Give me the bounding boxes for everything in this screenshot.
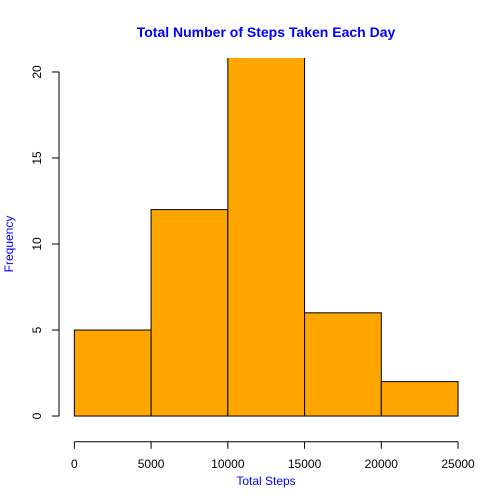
y-tick-label: 20 xyxy=(30,65,44,79)
bars xyxy=(73,58,459,417)
histogram-bar xyxy=(227,58,306,417)
histogram-bar xyxy=(380,381,459,417)
histogram-bar xyxy=(304,312,382,417)
histogram-bar xyxy=(150,209,229,417)
histogram-bar xyxy=(73,329,152,417)
x-tick-label: 0 xyxy=(71,457,78,471)
x-tick-label: 15000 xyxy=(288,457,322,471)
x-tick-label: 10000 xyxy=(211,457,245,471)
y-tick-label: 15 xyxy=(30,151,44,165)
y-axis-label: Frequency xyxy=(2,216,16,273)
chart-title: Total Number of Steps Taken Each Day xyxy=(137,24,396,40)
x-tick-label: 20000 xyxy=(365,457,399,471)
x-tick-label: 25000 xyxy=(441,457,475,471)
x-tick-label: 5000 xyxy=(138,457,165,471)
x-axis-label: Total Steps xyxy=(236,474,295,488)
y-tick-label: 10 xyxy=(30,237,44,251)
y-tick-label: 5 xyxy=(30,326,44,333)
y-tick-label: 0 xyxy=(30,412,44,419)
